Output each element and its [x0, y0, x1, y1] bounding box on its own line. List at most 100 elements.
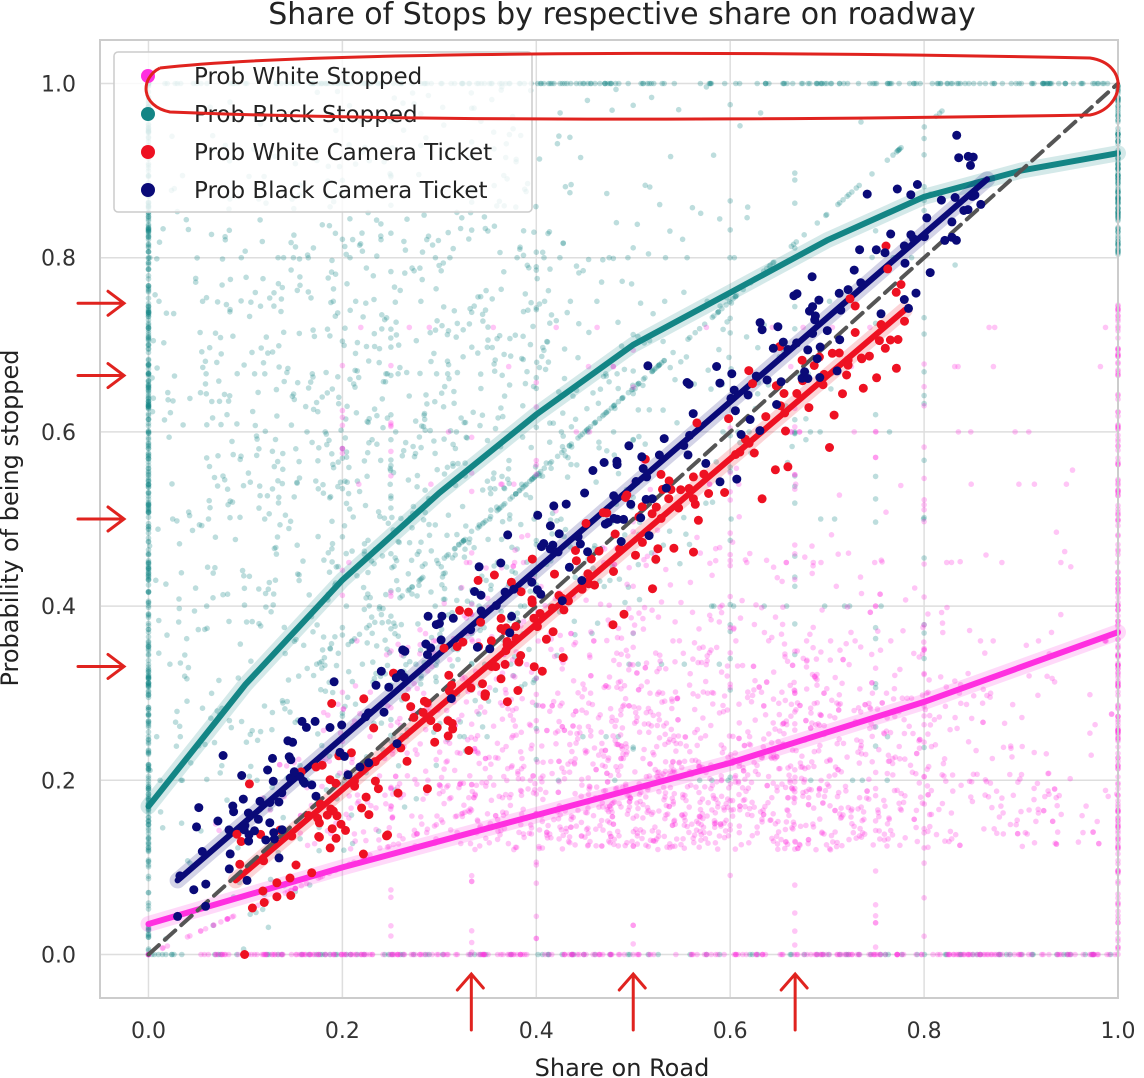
black-stopped-point	[591, 420, 597, 427]
white-stopped-point	[1067, 775, 1073, 782]
black-stopped-point	[276, 343, 282, 349]
black-stopped-point	[492, 687, 499, 693]
black-stopped-point	[1064, 951, 1070, 958]
white-stopped-point	[736, 701, 742, 707]
black-stopped-point	[528, 476, 535, 483]
black-stopped-point	[259, 238, 266, 245]
white-stopped-point	[593, 784, 600, 790]
black-stopped-point	[327, 951, 333, 958]
black-stopped-point	[165, 389, 171, 396]
black-stopped-point	[709, 314, 716, 321]
white-stopped-point	[834, 793, 841, 800]
white-stopped-point	[572, 639, 579, 646]
black-stopped-point	[853, 185, 860, 191]
white-stopped-point	[703, 661, 710, 668]
white-stopped-point	[440, 788, 446, 795]
white-stopped-point	[690, 656, 696, 662]
black-stopped-point	[297, 282, 303, 289]
black-stopped-point	[615, 385, 621, 392]
black-stopped-point	[814, 951, 821, 958]
white-stopped-point	[516, 829, 522, 836]
white-stopped-point	[968, 779, 975, 785]
black-stopped-point	[349, 548, 355, 554]
black-stopped-point	[414, 551, 421, 558]
white-stopped-point	[1034, 780, 1041, 787]
white-stopped-point	[565, 838, 572, 845]
black-stopped-point	[265, 586, 272, 592]
black-stopped-point	[291, 494, 298, 500]
white-stopped-point	[690, 951, 696, 958]
black-stopped-point	[346, 464, 352, 471]
black-stopped-point	[327, 493, 334, 500]
black-stopped-point	[468, 528, 475, 535]
black-stopped-point	[352, 701, 359, 707]
white-stopped-point	[626, 804, 633, 810]
white-stopped-point	[373, 805, 379, 811]
white-stopped-point	[515, 775, 522, 782]
white-stopped-point	[848, 629, 854, 636]
black-stopped-point	[145, 672, 152, 678]
black-stopped-point	[326, 569, 333, 575]
black-stopped-point	[145, 692, 152, 698]
black-stopped-point	[147, 767, 153, 774]
black-stopped-point	[251, 371, 258, 377]
white-stopped-point	[1010, 792, 1017, 799]
white-stopped-point	[818, 649, 824, 655]
black-stopped-point	[274, 413, 280, 419]
black-stopped-point	[409, 584, 415, 590]
white-stopped-point	[445, 429, 452, 435]
black-stopped-point	[524, 368, 530, 375]
black-stopped-point	[145, 589, 152, 595]
black-stopped-point	[921, 152, 927, 158]
black-stopped-point	[495, 415, 501, 421]
black-stopped-point	[145, 873, 152, 880]
black-stopped-point	[145, 481, 152, 488]
black-stopped-point	[253, 452, 260, 459]
white-stopped-point	[925, 828, 931, 835]
black-stopped-point	[749, 951, 756, 958]
white-stopped-point	[837, 701, 844, 707]
black-stopped-point	[684, 254, 690, 261]
white-stopped-point	[641, 746, 647, 753]
white-stopped-point	[518, 729, 525, 736]
white-stopped-point	[515, 768, 521, 775]
black-stopped-point	[703, 500, 709, 507]
white-stopped-point	[354, 792, 361, 798]
black-stopped-point	[368, 614, 375, 620]
black-stopped-point	[468, 309, 475, 316]
black-stopped-point	[828, 80, 835, 87]
black-stopped-point	[402, 270, 408, 276]
black-stopped-point	[715, 308, 722, 315]
white-stopped-point	[630, 941, 636, 947]
white-stopped-point	[630, 644, 636, 651]
white-stopped-point	[569, 748, 575, 755]
black-stopped-point	[212, 534, 219, 540]
black-stopped-point	[145, 751, 152, 757]
black-stopped-point	[452, 445, 459, 452]
black-stopped-point	[405, 571, 412, 577]
black-stopped-point	[422, 509, 429, 516]
white-stopped-point	[759, 819, 765, 825]
black-stopped-point	[159, 825, 166, 831]
black-stopped-point	[209, 415, 216, 421]
black-stopped-point	[822, 80, 828, 87]
black-stopped-point	[335, 650, 342, 657]
white-stopped-point	[644, 679, 650, 685]
white-stopped-point	[1068, 564, 1074, 570]
black-stopped-point	[675, 106, 682, 113]
white-stopped-point	[892, 672, 898, 679]
black-stopped-point	[202, 626, 208, 633]
black-stopped-point	[1044, 80, 1051, 87]
white-stopped-point	[628, 615, 634, 621]
white-stopped-point	[936, 714, 943, 720]
black-stopped-point	[584, 427, 590, 433]
white-stopped-point	[688, 782, 694, 788]
white-stopped-point	[689, 757, 695, 764]
black-stopped-point	[1079, 80, 1085, 87]
black-stopped-point	[645, 951, 652, 958]
white-stopped-point	[1001, 720, 1008, 727]
black-stopped-point	[145, 385, 152, 391]
black-stopped-point	[498, 405, 504, 411]
white-stopped-point	[496, 793, 503, 800]
